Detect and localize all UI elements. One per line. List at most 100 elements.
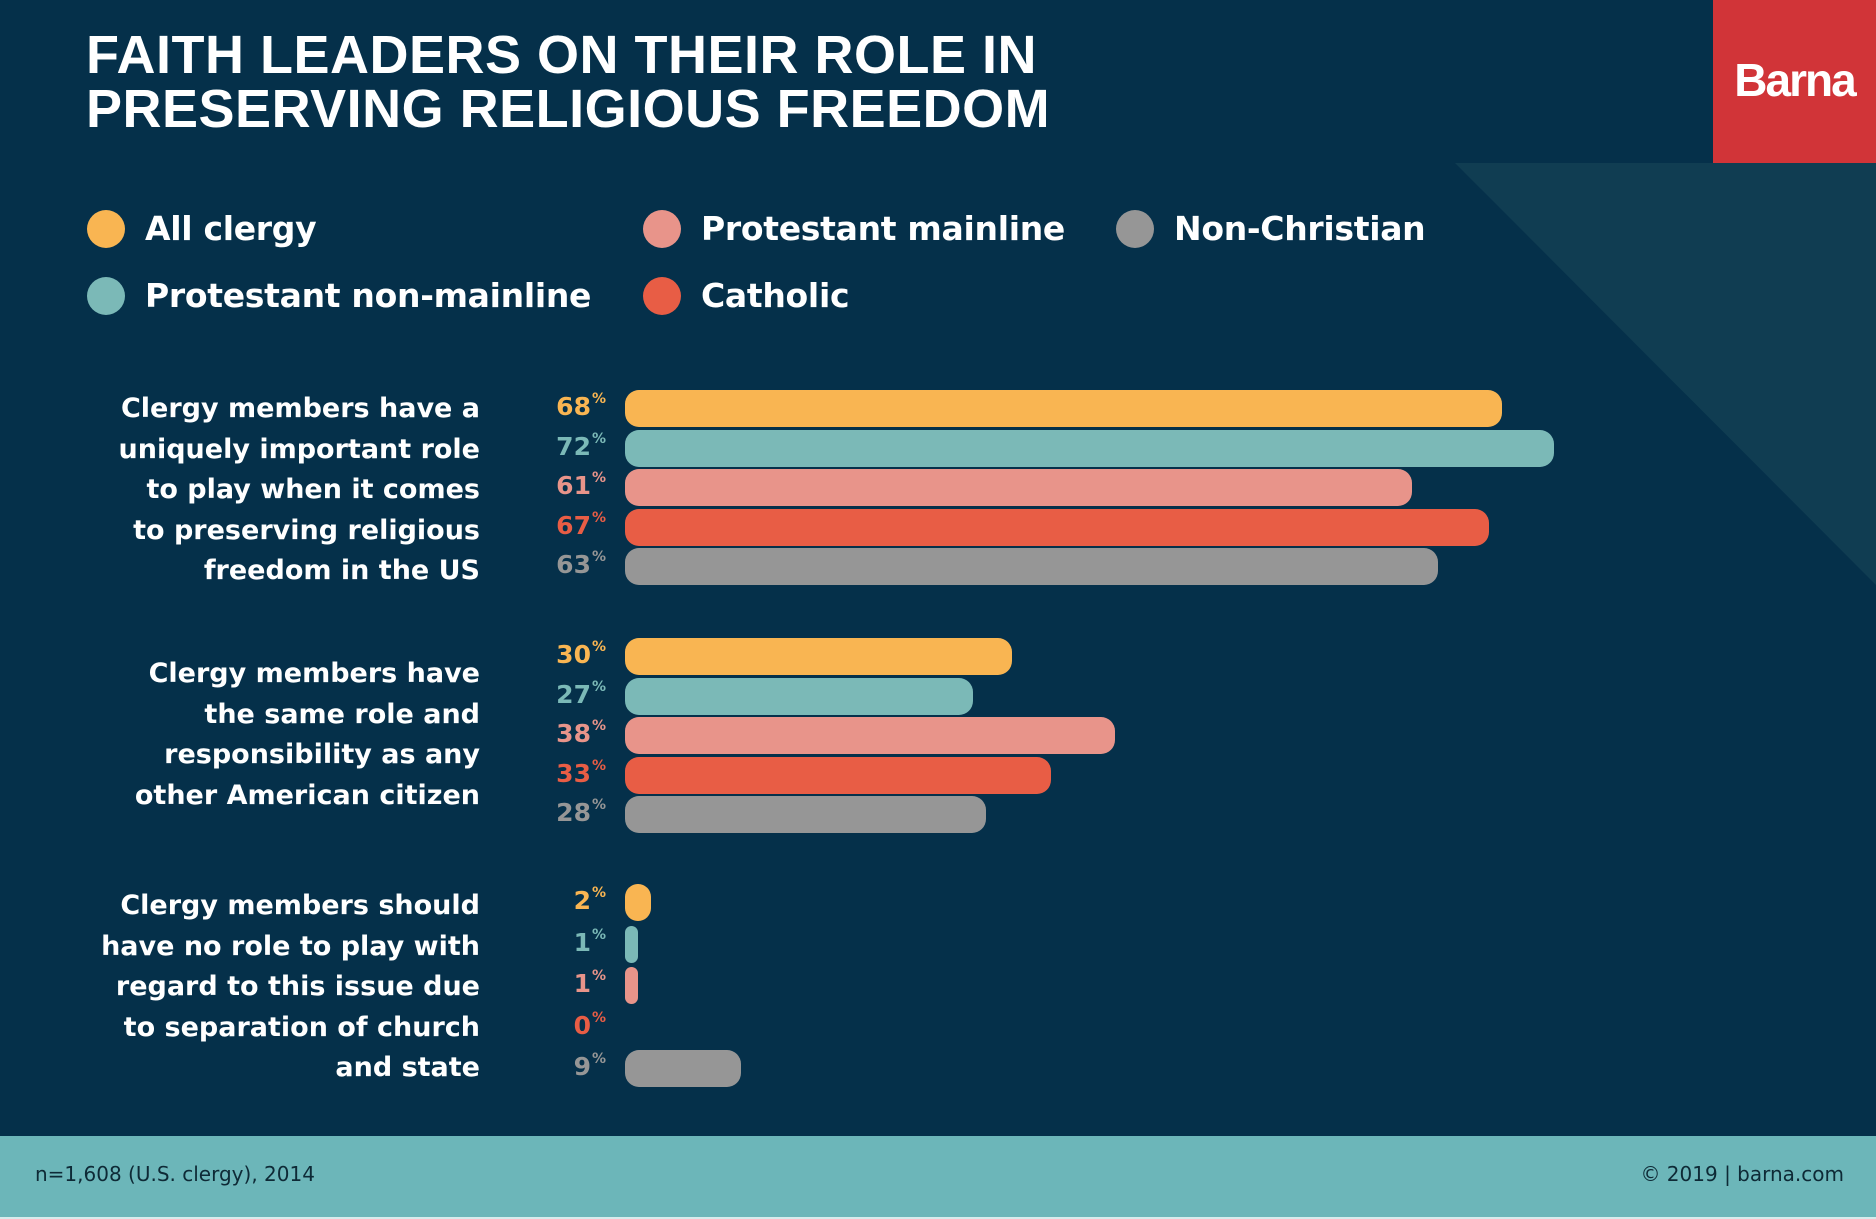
data-label-suffix: % (591, 797, 606, 813)
data-label: 63% (556, 546, 606, 584)
data-label-suffix: % (591, 718, 606, 734)
data-label-suffix: % (591, 1051, 606, 1067)
bar (625, 429, 1554, 467)
data-label: 1% (574, 924, 606, 962)
data-label: 72% (556, 428, 606, 466)
category-label-line: Clergy members have (148, 658, 480, 689)
bar (625, 967, 638, 1004)
bar (625, 469, 1412, 506)
data-label: 1% (574, 965, 606, 1003)
data-label-value: 63 (556, 550, 591, 579)
data-label-suffix: % (591, 639, 606, 655)
category-label: Clergy members should have no role to pla… (60, 886, 480, 1089)
data-label-value: 1 (573, 969, 591, 998)
category-label-line: uniquely important role (118, 433, 480, 465)
data-label: 2% (574, 882, 606, 920)
category-label-line: Clergy members have a (120, 393, 480, 424)
category-label-line: to preserving religious (133, 514, 480, 546)
category-label-line: other American citizen (134, 779, 480, 811)
bar (625, 717, 1116, 754)
legend-label: Protestant non-mainline (145, 276, 592, 315)
legend-label: All clergy (145, 209, 317, 248)
title-line-2: PRESERVING RELIGIOUS FREEDOM (86, 79, 1051, 139)
data-label-value: 33 (556, 758, 591, 788)
category-label-line: regard to this issue due (115, 971, 480, 1003)
bar (625, 508, 1490, 546)
legend-item: All clergy (87, 209, 317, 249)
data-label-value: 72 (556, 431, 591, 461)
data-label-value: 2 (573, 886, 591, 915)
data-label-suffix: % (591, 391, 606, 407)
data-label: 30% (556, 636, 606, 674)
legend-item: Protestant mainline (643, 209, 1065, 249)
data-label-value: 68 (556, 392, 591, 421)
legend-dot-icon (1116, 210, 1154, 248)
data-label-suffix: % (591, 926, 606, 943)
data-label: 0% (574, 1007, 606, 1045)
data-label: 33% (556, 755, 606, 793)
bar (625, 677, 974, 715)
data-label-suffix: % (591, 430, 606, 447)
data-label: 38% (556, 715, 606, 753)
data-label-value: 0 (573, 1010, 591, 1040)
data-label-suffix: % (591, 968, 606, 984)
data-label-suffix: % (591, 1009, 606, 1026)
category-label-line: and state (335, 1052, 480, 1084)
data-label-suffix: % (591, 757, 606, 774)
category-label-line: to play when it comes (146, 474, 480, 506)
legend-dot-icon (643, 210, 681, 248)
bar (625, 390, 1503, 427)
legend-dot-icon (87, 277, 125, 315)
page-title: FAITH LEADERS ON THEIR ROLE IN PRESERVIN… (86, 28, 1050, 136)
category-label-line: Clergy members should (120, 890, 480, 921)
data-label: 9% (574, 1048, 606, 1086)
data-label-suffix: % (591, 678, 606, 695)
bar (625, 796, 987, 833)
data-label: 67% (556, 507, 606, 545)
data-label: 27% (556, 676, 606, 714)
bar (625, 548, 1438, 585)
legend-item: Protestant non-mainline (87, 276, 591, 316)
category-label-line: freedom in the US (203, 555, 480, 587)
data-label: 68% (556, 388, 606, 426)
data-label-value: 61 (556, 471, 591, 500)
data-label-value: 38 (556, 719, 591, 748)
legend-dot-icon (87, 210, 125, 248)
data-label-value: 1 (573, 927, 591, 957)
data-label-suffix: % (591, 509, 606, 526)
data-label-value: 9 (573, 1052, 591, 1081)
data-label-suffix: % (591, 549, 606, 565)
bar (625, 1050, 742, 1087)
data-label-value: 30 (556, 640, 591, 669)
data-label: 28% (556, 794, 606, 832)
data-label-suffix: % (591, 885, 606, 901)
legend-label: Non-Christian (1174, 209, 1426, 248)
copyright-note: © 2019 | barna.com (1640, 1162, 1844, 1186)
legend-label: Protestant mainline (701, 209, 1065, 248)
category-label-line: the same role and (204, 698, 480, 730)
legend-dot-icon (643, 277, 681, 315)
title-line-1: FAITH LEADERS ON THEIR ROLE IN (86, 25, 1038, 85)
data-label-value: 27 (556, 679, 591, 709)
footer-bottom-line (0, 1217, 1876, 1219)
data-label-value: 67 (556, 510, 591, 540)
category-label: Clergy members have the same role and resp… (60, 654, 480, 816)
data-label-suffix: % (591, 470, 606, 486)
barna-logo: Barna (1713, 0, 1876, 163)
bar (625, 884, 651, 921)
legend-item: Catholic (643, 276, 850, 316)
category-label-line: to separation of church (123, 1011, 480, 1043)
legend-item: Non-Christian (1116, 209, 1426, 249)
bar (625, 925, 638, 963)
logo-text: Barna (1734, 53, 1856, 106)
category-label-line: have no role to play with (101, 930, 480, 962)
data-label-value: 28 (556, 798, 591, 827)
bar (625, 756, 1051, 794)
footer-bar (0, 1136, 1876, 1217)
category-label: Clergy members have a uniquely important … (60, 389, 480, 592)
category-label-line: responsibility as any (164, 739, 480, 771)
legend-label: Catholic (701, 276, 850, 315)
sample-size-note: n=1,608 (U.S. clergy), 2014 (35, 1162, 315, 1186)
data-label: 61% (556, 467, 606, 505)
bar (625, 638, 1012, 675)
